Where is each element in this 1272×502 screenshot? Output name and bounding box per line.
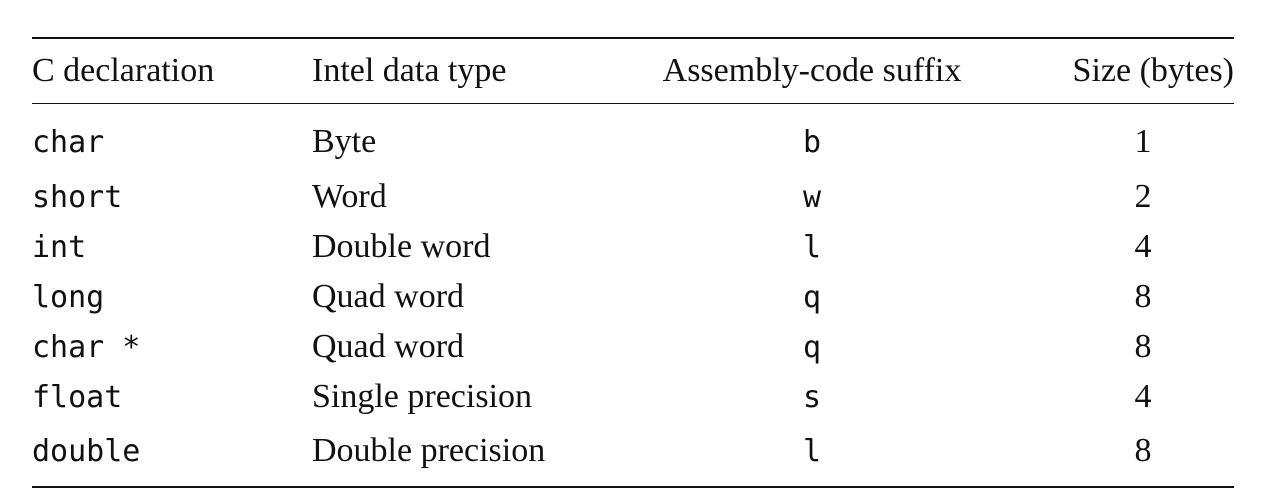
- size-cell: 4: [1134, 378, 1152, 415]
- table-body: char Byte b 1 short Word w 2 int Double …: [32, 104, 1234, 487]
- table-row: short Word w 2: [32, 172, 1234, 222]
- table-row: int Double word l 4: [32, 222, 1234, 272]
- table-row: float Single precision s 4: [32, 372, 1234, 422]
- size-cell: 2: [1134, 178, 1152, 215]
- size-cell: 8: [1134, 432, 1152, 469]
- size-cell: 4: [1134, 228, 1152, 265]
- header-intel-data-type: Intel data type: [312, 52, 507, 89]
- intel-type-cell: Double precision: [312, 432, 546, 469]
- intel-type-cell: Quad word: [312, 278, 465, 315]
- intel-type-cell: Single precision: [312, 378, 533, 415]
- header-assembly-suffix: Assembly-code suffix: [662, 52, 962, 89]
- header-row: C declaration Intel data type Assembly-c…: [32, 38, 1234, 104]
- table-row: char Byte b 1: [32, 104, 1234, 173]
- suffix-cell: s: [802, 379, 822, 415]
- table-row: double Double precision l 8: [32, 422, 1234, 487]
- table-header: C declaration Intel data type Assembly-c…: [32, 38, 1234, 104]
- table-row: char * Quad word q 8: [32, 322, 1234, 372]
- c-declaration-cell: long: [32, 279, 105, 315]
- intel-type-cell: Byte: [312, 123, 377, 160]
- intel-type-cell: Double word: [312, 228, 491, 265]
- c-declaration-cell: float: [32, 379, 123, 415]
- suffix-cell: w: [802, 179, 822, 215]
- c-declaration-cell: int: [32, 229, 87, 265]
- size-cell: 8: [1134, 328, 1152, 365]
- table-row: long Quad word q 8: [32, 272, 1234, 322]
- intel-type-cell: Quad word: [312, 328, 465, 365]
- suffix-cell: q: [802, 329, 822, 365]
- c-declaration-cell: char: [32, 124, 105, 160]
- size-cell: 1: [1134, 123, 1152, 160]
- suffix-cell: b: [802, 124, 822, 160]
- c-declaration-cell: char *: [32, 329, 141, 365]
- data-type-table: C declaration Intel data type Assembly-c…: [32, 37, 1234, 488]
- intel-type-cell: Word: [312, 178, 387, 215]
- suffix-cell: l: [802, 229, 822, 265]
- c-declaration-cell: double: [32, 433, 141, 469]
- data-type-table-container: C declaration Intel data type Assembly-c…: [32, 37, 1234, 488]
- suffix-cell: q: [802, 279, 822, 315]
- c-declaration-cell: short: [32, 179, 123, 215]
- size-cell: 8: [1134, 278, 1152, 315]
- header-size-bytes: Size (bytes): [1072, 52, 1234, 89]
- suffix-cell: l: [802, 433, 822, 469]
- header-c-declaration: C declaration: [32, 52, 215, 89]
